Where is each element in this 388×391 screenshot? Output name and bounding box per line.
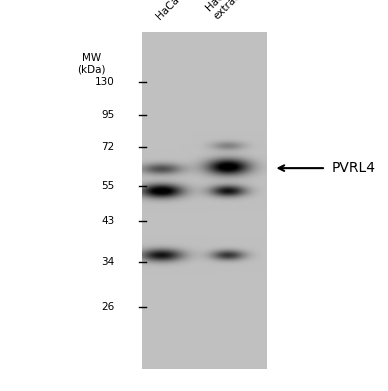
Text: 72: 72: [101, 142, 114, 152]
Text: 43: 43: [101, 216, 114, 226]
Text: HaCaT: HaCaT: [154, 0, 185, 22]
Text: 95: 95: [101, 110, 114, 120]
Text: 130: 130: [95, 77, 114, 87]
Text: PVRL4: PVRL4: [332, 161, 376, 175]
Text: 34: 34: [101, 257, 114, 267]
Text: MW
(kDa): MW (kDa): [77, 53, 106, 74]
Text: HaCaT membrane
extract: HaCaT membrane extract: [204, 0, 286, 22]
Text: 55: 55: [101, 181, 114, 191]
Text: 26: 26: [101, 302, 114, 312]
